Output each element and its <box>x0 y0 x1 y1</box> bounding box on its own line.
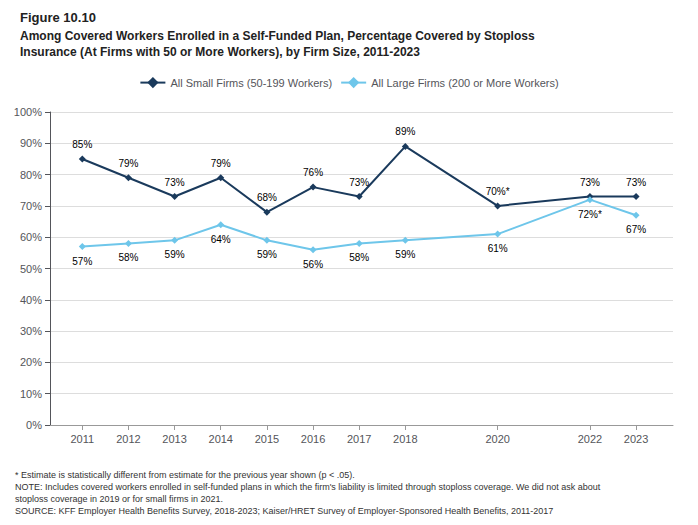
svg-text:73%: 73% <box>580 177 600 188</box>
svg-text:68%: 68% <box>257 192 277 203</box>
svg-text:70%*: 70%* <box>486 186 510 197</box>
svg-text:58%: 58% <box>349 252 369 263</box>
svg-text:59%: 59% <box>165 249 185 260</box>
svg-text:20%: 20% <box>20 356 42 368</box>
svg-text:72%*: 72%* <box>578 209 602 220</box>
svg-text:80%: 80% <box>20 169 42 181</box>
svg-text:59%: 59% <box>395 249 415 260</box>
svg-text:2022: 2022 <box>578 433 602 445</box>
svg-text:40%: 40% <box>20 294 42 306</box>
svg-text:59%: 59% <box>257 249 277 260</box>
svg-text:30%: 30% <box>20 325 42 337</box>
svg-text:73%: 73% <box>165 177 185 188</box>
svg-text:57%: 57% <box>72 256 92 267</box>
svg-text:2013: 2013 <box>162 433 186 445</box>
svg-text:NOTE: Includes covered workers: NOTE: Includes covered workers enrolled … <box>15 482 601 492</box>
svg-text:Among Covered Workers Enrolled: Among Covered Workers Enrolled in a Self… <box>20 29 535 43</box>
svg-text:2014: 2014 <box>209 433 233 445</box>
svg-text:* Estimate is statistically di: * Estimate is statistically different fr… <box>15 470 355 480</box>
svg-text:73%: 73% <box>626 177 646 188</box>
svg-text:79%: 79% <box>118 158 138 169</box>
svg-text:2011: 2011 <box>70 433 94 445</box>
svg-text:SOURCE: KFF Employer Health Be: SOURCE: KFF Employer Health Benefits Sur… <box>15 506 553 516</box>
svg-text:76%: 76% <box>303 167 323 178</box>
svg-text:stoploss coverage in 2019 or f: stoploss coverage in 2019 or for small f… <box>15 494 223 504</box>
svg-text:2017: 2017 <box>347 433 371 445</box>
svg-text:61%: 61% <box>488 243 508 254</box>
svg-text:85%: 85% <box>72 139 92 150</box>
svg-text:60%: 60% <box>20 231 42 243</box>
svg-text:All Large Firms (200 or More W: All Large Firms (200 or More Workers) <box>371 77 558 89</box>
svg-text:79%: 79% <box>211 158 231 169</box>
svg-text:Figure 10.10: Figure 10.10 <box>20 10 96 25</box>
svg-text:2018: 2018 <box>393 433 417 445</box>
svg-text:2023: 2023 <box>624 433 648 445</box>
svg-text:67%: 67% <box>626 224 646 235</box>
svg-text:73%: 73% <box>349 177 369 188</box>
svg-text:100%: 100% <box>14 106 42 118</box>
svg-text:2015: 2015 <box>255 433 279 445</box>
svg-text:0%: 0% <box>26 419 42 431</box>
svg-text:50%: 50% <box>20 263 42 275</box>
svg-text:Insurance (At Firms with 50 or: Insurance (At Firms with 50 or More Work… <box>20 45 420 59</box>
svg-text:2016: 2016 <box>301 433 325 445</box>
svg-text:56%: 56% <box>303 259 323 270</box>
svg-text:2020: 2020 <box>485 433 509 445</box>
svg-text:10%: 10% <box>20 388 42 400</box>
svg-text:64%: 64% <box>211 234 231 245</box>
svg-text:All Small Firms (50-199 Worker: All Small Firms (50-199 Workers) <box>170 77 332 89</box>
svg-text:70%: 70% <box>20 200 42 212</box>
svg-text:89%: 89% <box>395 126 415 137</box>
svg-text:90%: 90% <box>20 137 42 149</box>
svg-text:58%: 58% <box>118 252 138 263</box>
svg-text:2012: 2012 <box>116 433 140 445</box>
